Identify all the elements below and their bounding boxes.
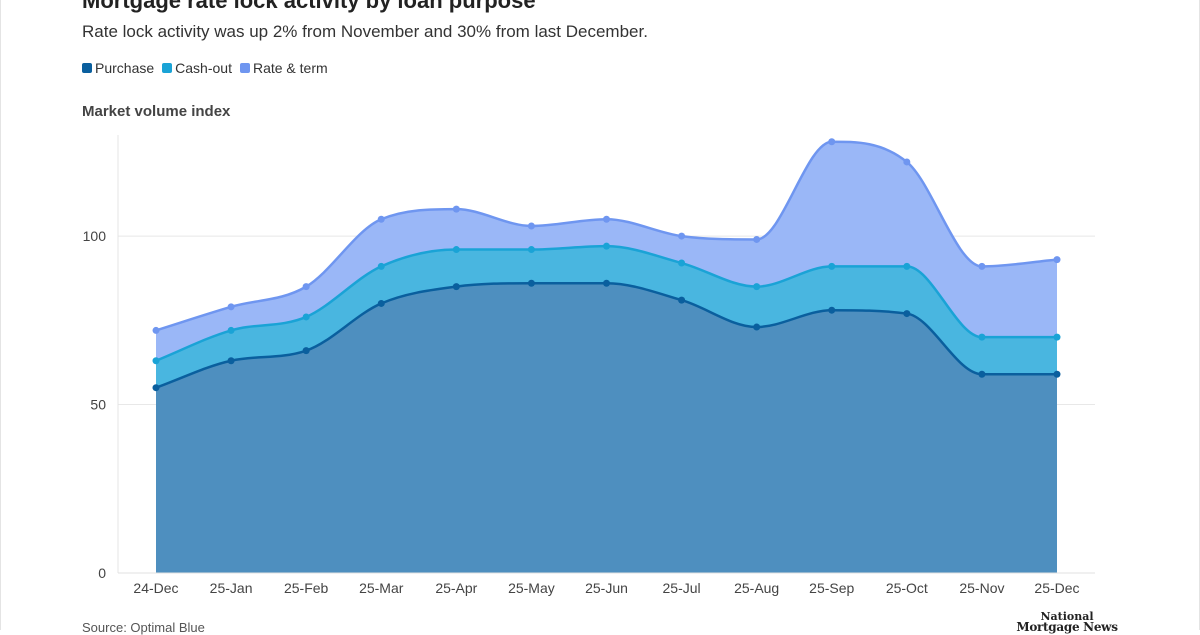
point-cash-out-25-jan	[227, 326, 235, 334]
point-cash-out-25-aug	[753, 283, 761, 291]
x-tick-label-25-oct: 25-Oct	[886, 580, 928, 596]
point-rate-term-25-aug	[753, 235, 761, 243]
point-purchase-25-may	[527, 279, 535, 287]
point-rate-term-25-may	[527, 222, 535, 230]
point-cash-out-25-nov	[978, 333, 986, 341]
point-rate-term-25-dec	[1053, 256, 1061, 264]
point-rate-term-25-nov	[978, 262, 986, 270]
point-cash-out-24-dec	[152, 357, 160, 365]
y-axis-title: Market volume index	[82, 103, 231, 120]
point-cash-out-25-feb	[302, 313, 310, 321]
x-tick-label-25-nov: 25-Nov	[959, 580, 1004, 596]
point-rate-term-25-feb	[302, 283, 310, 291]
point-cash-out-25-sep	[828, 262, 836, 270]
point-purchase-25-oct	[903, 310, 911, 318]
point-cash-out-25-jun	[603, 242, 610, 250]
logo-line-2: Mortgage News	[1016, 620, 1118, 634]
x-tick-label-25-mar: 25-Mar	[359, 580, 404, 596]
legend: Purchase Cash-out Rate & term	[82, 60, 328, 76]
legend-label-rate-term: Rate & term	[252, 60, 328, 76]
x-tick-label-25-jul: 25-Jul	[663, 580, 701, 596]
y-tick-label-100: 100	[83, 228, 107, 244]
frame-left-border	[0, 0, 1, 630]
point-purchase-25-nov	[978, 370, 986, 378]
point-purchase-25-jan	[227, 357, 235, 365]
x-tick-label-25-sep: 25-Sep	[809, 580, 854, 596]
point-cash-out-25-may	[527, 246, 535, 254]
x-tick-label-25-dec: 25-Dec	[1034, 580, 1079, 596]
point-rate-term-25-mar	[377, 215, 385, 223]
x-tick-label-25-feb: 25-Feb	[284, 580, 329, 596]
point-purchase-25-sep	[828, 306, 836, 314]
legend-label-cash-out: Cash-out	[175, 60, 232, 76]
point-rate-term-24-dec	[152, 326, 160, 334]
point-cash-out-25-jul	[678, 259, 686, 267]
x-tick-label-25-jan: 25-Jan	[210, 580, 253, 596]
legend-item-rate-term[interactable]: Rate & term	[239, 60, 328, 76]
area-purchase	[156, 283, 1057, 573]
x-tick-label-24-dec: 24-Dec	[133, 580, 178, 596]
chart-title: Mortgage rate lock activity by loan purp…	[82, 0, 536, 13]
publisher-logo: National Mortgage News	[1012, 610, 1122, 634]
point-rate-term-25-jul	[678, 232, 686, 240]
point-rate-term-25-oct	[903, 158, 911, 166]
legend-item-purchase[interactable]: Purchase	[82, 60, 154, 76]
point-purchase-25-jul	[678, 296, 686, 304]
x-tick-label-25-aug: 25-Aug	[734, 580, 779, 596]
point-cash-out-25-oct	[903, 262, 911, 270]
y-tick-label-0: 0	[98, 565, 106, 581]
logo-line-1: National	[1040, 610, 1094, 623]
point-purchase-25-aug	[753, 323, 761, 331]
source-note: Source: Optimal Blue	[82, 620, 205, 635]
point-rate-term-25-apr	[452, 205, 460, 213]
legend-swatch-purchase	[82, 63, 92, 73]
point-purchase-25-apr	[452, 283, 460, 291]
point-purchase-25-jun	[603, 279, 610, 287]
legend-item-cash-out[interactable]: Cash-out	[162, 60, 232, 76]
point-rate-term-25-jan	[227, 303, 235, 311]
point-purchase-25-mar	[377, 299, 385, 307]
point-cash-out-25-mar	[377, 262, 385, 270]
y-tick-label-50: 50	[90, 397, 106, 413]
legend-swatch-rate-term	[239, 63, 250, 73]
point-purchase-25-feb	[302, 347, 310, 355]
point-rate-term-25-sep	[828, 138, 836, 146]
point-rate-term-25-jun	[603, 215, 610, 223]
point-cash-out-25-apr	[452, 246, 460, 254]
point-purchase-25-dec	[1053, 370, 1061, 378]
chart-subtitle: Rate lock activity was up 2% from Novemb…	[82, 22, 648, 41]
point-purchase-24-dec	[152, 384, 160, 392]
x-tick-label-25-apr: 25-Apr	[435, 580, 477, 596]
legend-label-purchase: Purchase	[95, 60, 155, 76]
line-rate-term	[155, 140, 1058, 332]
legend-swatch-cash-out	[162, 63, 173, 73]
x-tick-label-25-jun: 25-Jun	[585, 580, 628, 596]
point-cash-out-25-dec	[1053, 333, 1061, 341]
x-tick-label-25-may: 25-May	[508, 580, 555, 596]
